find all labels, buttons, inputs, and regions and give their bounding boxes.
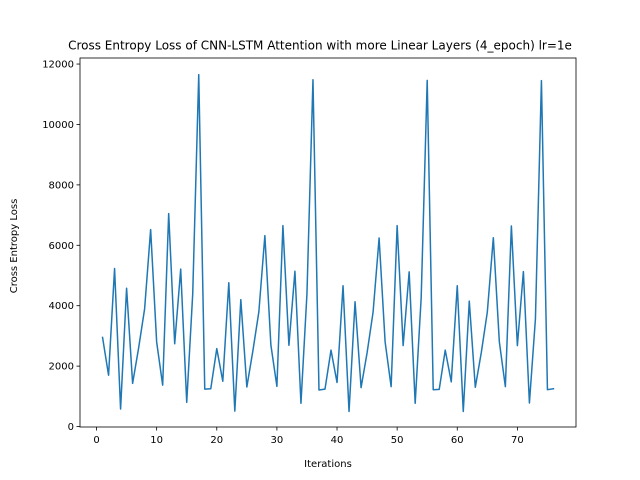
x-tick-label: 70 <box>511 435 524 446</box>
y-tick-label: 4000 <box>49 301 74 312</box>
plot-frame <box>79 57 577 428</box>
y-tick-label: 6000 <box>49 241 74 252</box>
plot-area <box>79 57 577 428</box>
y-tick-label: 0 <box>68 422 74 433</box>
x-tick-label: 50 <box>391 435 404 446</box>
chart-title: Cross Entropy Loss of CNN-LSTM Attention… <box>68 39 572 53</box>
series-line <box>101 73 555 413</box>
x-tick-label: 30 <box>271 435 284 446</box>
y-axis-label: Cross Entropy Loss <box>9 199 20 294</box>
y-axis: 0 2000 4000 6000 8000 10000 12000 <box>42 60 80 433</box>
x-tick-label: 40 <box>331 435 344 446</box>
x-tick-label: 20 <box>210 435 223 446</box>
x-tick-label: 10 <box>150 435 163 446</box>
x-tick-label: 60 <box>451 435 464 446</box>
y-tick-label: 10000 <box>42 120 74 131</box>
x-tick-label: 0 <box>93 435 99 446</box>
y-tick-label: 8000 <box>49 180 74 191</box>
y-tick-label: 12000 <box>42 60 74 71</box>
x-axis: 0 10 20 30 40 50 60 70 <box>93 427 524 446</box>
x-axis-label: Iterations <box>304 459 352 470</box>
y-tick-label: 2000 <box>49 362 74 373</box>
